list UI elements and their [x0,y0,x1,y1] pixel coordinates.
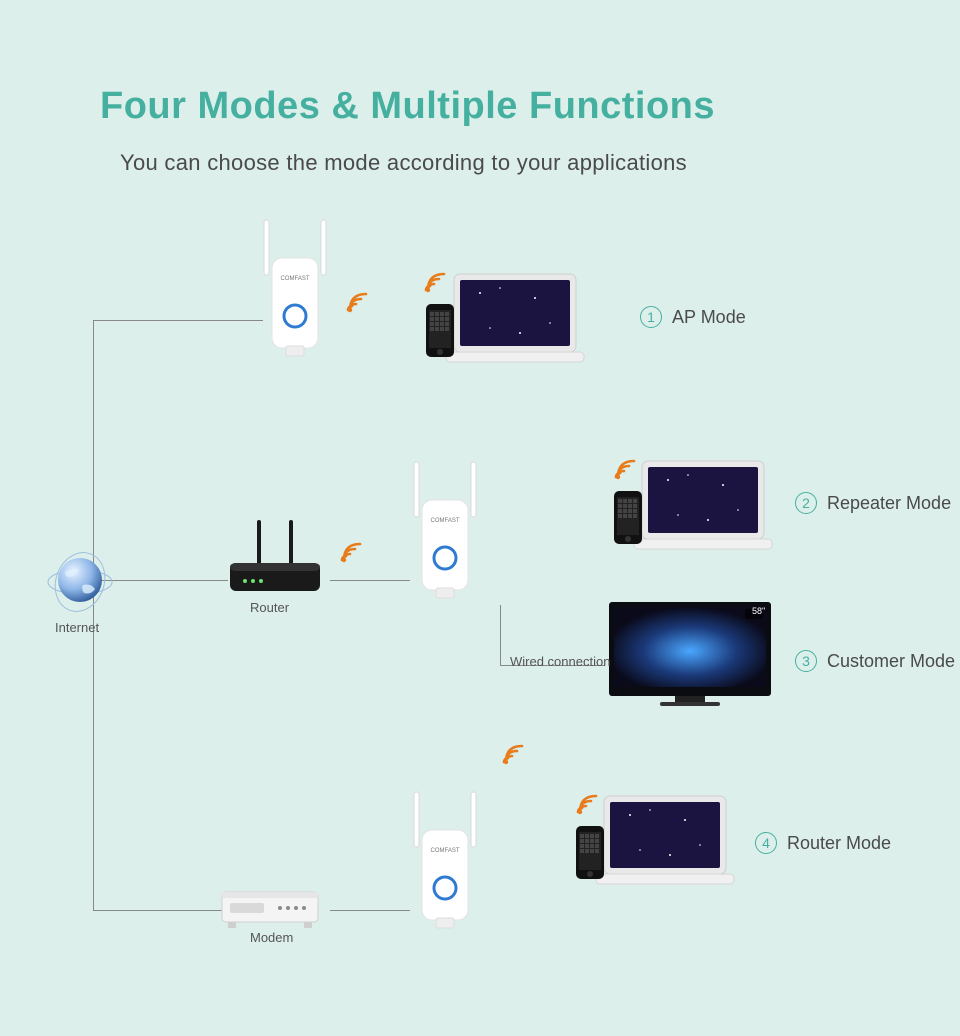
mode-label: AP Mode [672,307,746,328]
laptop-icon [440,268,590,368]
router-icon [215,515,335,605]
mode-ap: 1 AP Mode [640,306,746,328]
page-title: Four Modes & Multiple Functions [100,85,715,128]
svg-text:COMFAST: COMFAST [430,848,459,854]
tv-icon [605,598,775,708]
router-label: Router [250,600,289,615]
laptop-icon [628,455,778,555]
wifi-extender-icon: COMFAST [400,460,490,600]
mode-num: 2 [795,492,817,514]
wifi-icon [336,538,364,566]
mode-label: Router Mode [787,833,891,854]
tv-badge: 58" [752,606,765,616]
mode-label: Repeater Mode [827,493,951,514]
mode-router: 4 Router Mode [755,832,891,854]
wifi-extender-icon: COMFAST [400,790,490,930]
mode-num: 3 [795,650,817,672]
internet-globe-icon [45,545,115,615]
internet-label: Internet [55,620,99,635]
phone-icon [425,303,455,358]
laptop-icon [590,790,740,890]
mode-num: 1 [640,306,662,328]
wifi-extender-icon: COMFAST [250,218,340,358]
page-subtitle: You can choose the mode according to you… [120,150,687,176]
mode-num: 4 [755,832,777,854]
line [128,580,228,581]
mode-label: Customer Mode [827,651,955,672]
mode-repeater: 2 Repeater Mode [795,492,951,514]
line [93,320,263,321]
phone-icon [575,825,605,880]
line [330,910,410,911]
svg-text:COMFAST: COMFAST [430,518,459,524]
line [93,910,223,911]
phone-icon [613,490,643,545]
line [330,580,410,581]
extender-brand: COMFAST [280,276,309,282]
modem-label: Modem [250,930,293,945]
wifi-icon [342,288,370,316]
wired-label: Wired connection [510,654,610,669]
line [93,320,94,910]
mode-customer: 3 Customer Mode [795,650,955,672]
line [500,605,501,665]
wifi-icon [498,740,526,768]
